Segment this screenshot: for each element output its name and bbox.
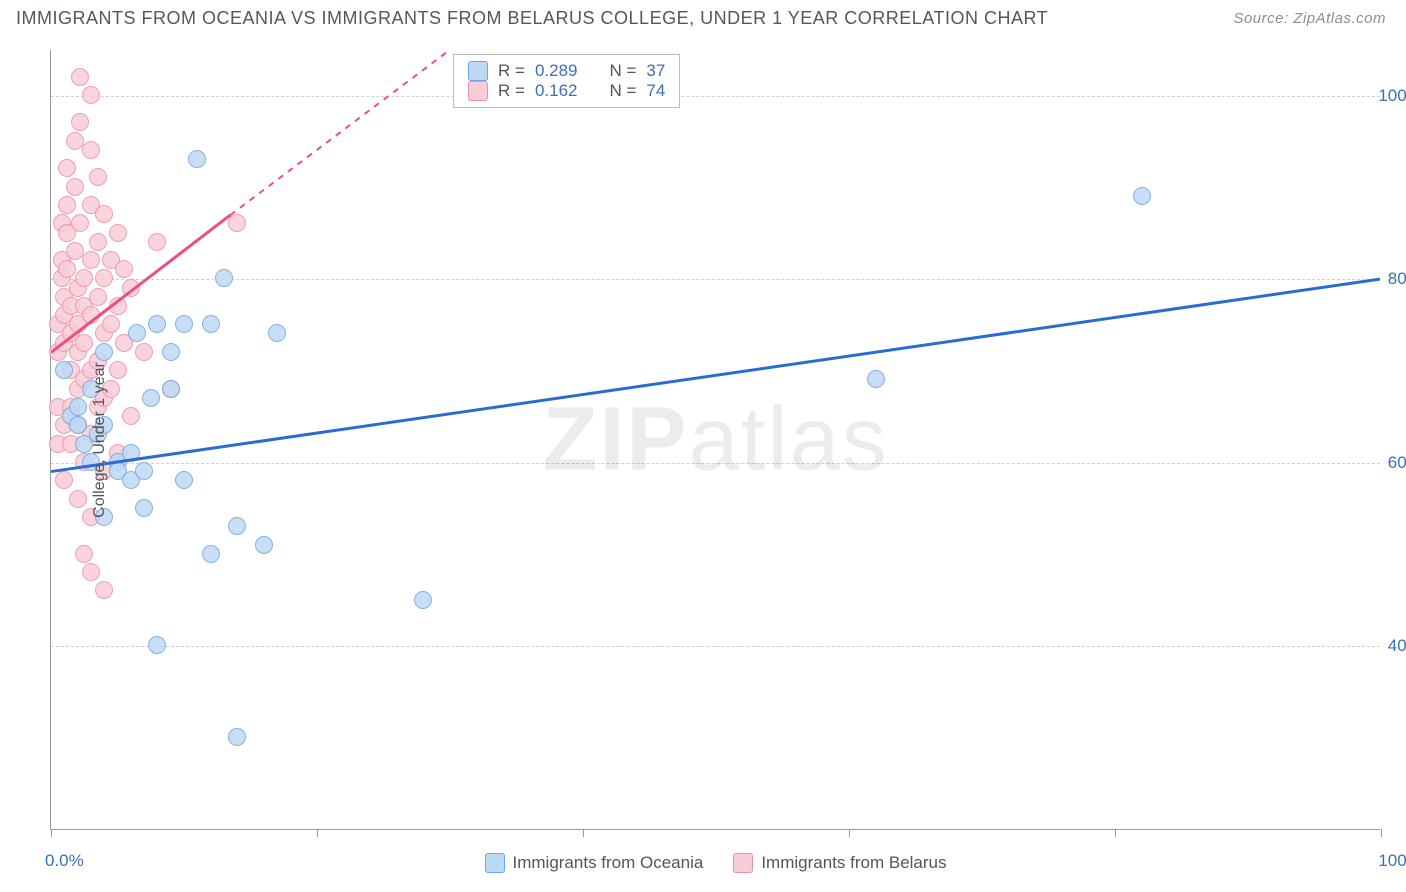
data-point <box>135 343 153 361</box>
data-point <box>202 545 220 563</box>
watermark: ZIPatlas <box>542 388 888 491</box>
data-point <box>89 168 107 186</box>
data-point <box>95 343 113 361</box>
data-point <box>58 159 76 177</box>
data-point <box>228 728 246 746</box>
data-point <box>95 269 113 287</box>
stats-legend: R = 0.289N = 37R = 0.162N = 74 <box>453 54 680 108</box>
data-point <box>75 334 93 352</box>
data-point <box>71 113 89 131</box>
data-point <box>71 214 89 232</box>
data-point <box>75 269 93 287</box>
x-tick <box>51 829 52 837</box>
y-axis-title: College, Under 1 year <box>91 362 109 518</box>
data-point <box>82 141 100 159</box>
data-point <box>228 517 246 535</box>
x-tick <box>849 829 850 837</box>
data-point <box>89 233 107 251</box>
data-point <box>414 591 432 609</box>
data-point <box>228 214 246 232</box>
data-point <box>122 444 140 462</box>
y-tick-label: 100.0% <box>1378 86 1406 106</box>
x-tick <box>583 829 584 837</box>
data-point <box>135 499 153 517</box>
data-point <box>122 279 140 297</box>
data-point <box>89 288 107 306</box>
data-point <box>867 370 885 388</box>
y-tick-label: 60.0% <box>1388 453 1406 473</box>
gridline <box>51 279 1380 280</box>
data-point <box>66 178 84 196</box>
data-point <box>162 380 180 398</box>
legend-item: Immigrants from Belarus <box>733 853 946 873</box>
data-point <box>55 471 73 489</box>
x-min-label: 0.0% <box>45 851 84 871</box>
y-tick-label: 80.0% <box>1388 269 1406 289</box>
x-tick <box>1381 829 1382 837</box>
data-point <box>82 86 100 104</box>
data-point <box>69 416 87 434</box>
series-legend: Immigrants from Oceania Immigrants from B… <box>484 853 946 873</box>
data-point <box>122 407 140 425</box>
data-point <box>148 233 166 251</box>
data-point <box>82 251 100 269</box>
data-point <box>1133 187 1151 205</box>
data-point <box>148 315 166 333</box>
data-point <box>175 315 193 333</box>
data-point <box>128 324 146 342</box>
y-tick-label: 40.0% <box>1388 636 1406 656</box>
data-point <box>55 361 73 379</box>
source-credit: Source: ZipAtlas.com <box>1233 10 1386 27</box>
data-point <box>162 343 180 361</box>
data-point <box>148 636 166 654</box>
data-point <box>268 324 286 342</box>
data-point <box>58 260 76 278</box>
data-point <box>109 361 127 379</box>
data-point <box>71 68 89 86</box>
data-point <box>58 196 76 214</box>
data-point <box>175 471 193 489</box>
data-point <box>69 490 87 508</box>
data-point <box>142 389 160 407</box>
x-max-label: 100.0% <box>1378 851 1406 871</box>
data-point <box>95 581 113 599</box>
data-point <box>109 224 127 242</box>
data-point <box>82 306 100 324</box>
data-point <box>95 205 113 223</box>
chart-title: IMMIGRANTS FROM OCEANIA VS IMMIGRANTS FR… <box>16 8 1048 29</box>
gridline <box>51 96 1380 97</box>
data-point <box>115 260 133 278</box>
data-point <box>188 150 206 168</box>
data-point <box>75 545 93 563</box>
data-point <box>109 297 127 315</box>
data-point <box>135 462 153 480</box>
data-point <box>202 315 220 333</box>
data-point <box>102 315 120 333</box>
gridline <box>51 646 1380 647</box>
x-tick <box>1115 829 1116 837</box>
chart-area: 40.0%60.0%80.0%100.0%0.0%100.0%ZIPatlasR… <box>50 50 1380 830</box>
data-point <box>255 536 273 554</box>
legend-item: Immigrants from Oceania <box>484 853 703 873</box>
data-point <box>69 398 87 416</box>
x-tick <box>317 829 318 837</box>
data-point <box>215 269 233 287</box>
data-point <box>82 563 100 581</box>
gridline <box>51 463 1380 464</box>
